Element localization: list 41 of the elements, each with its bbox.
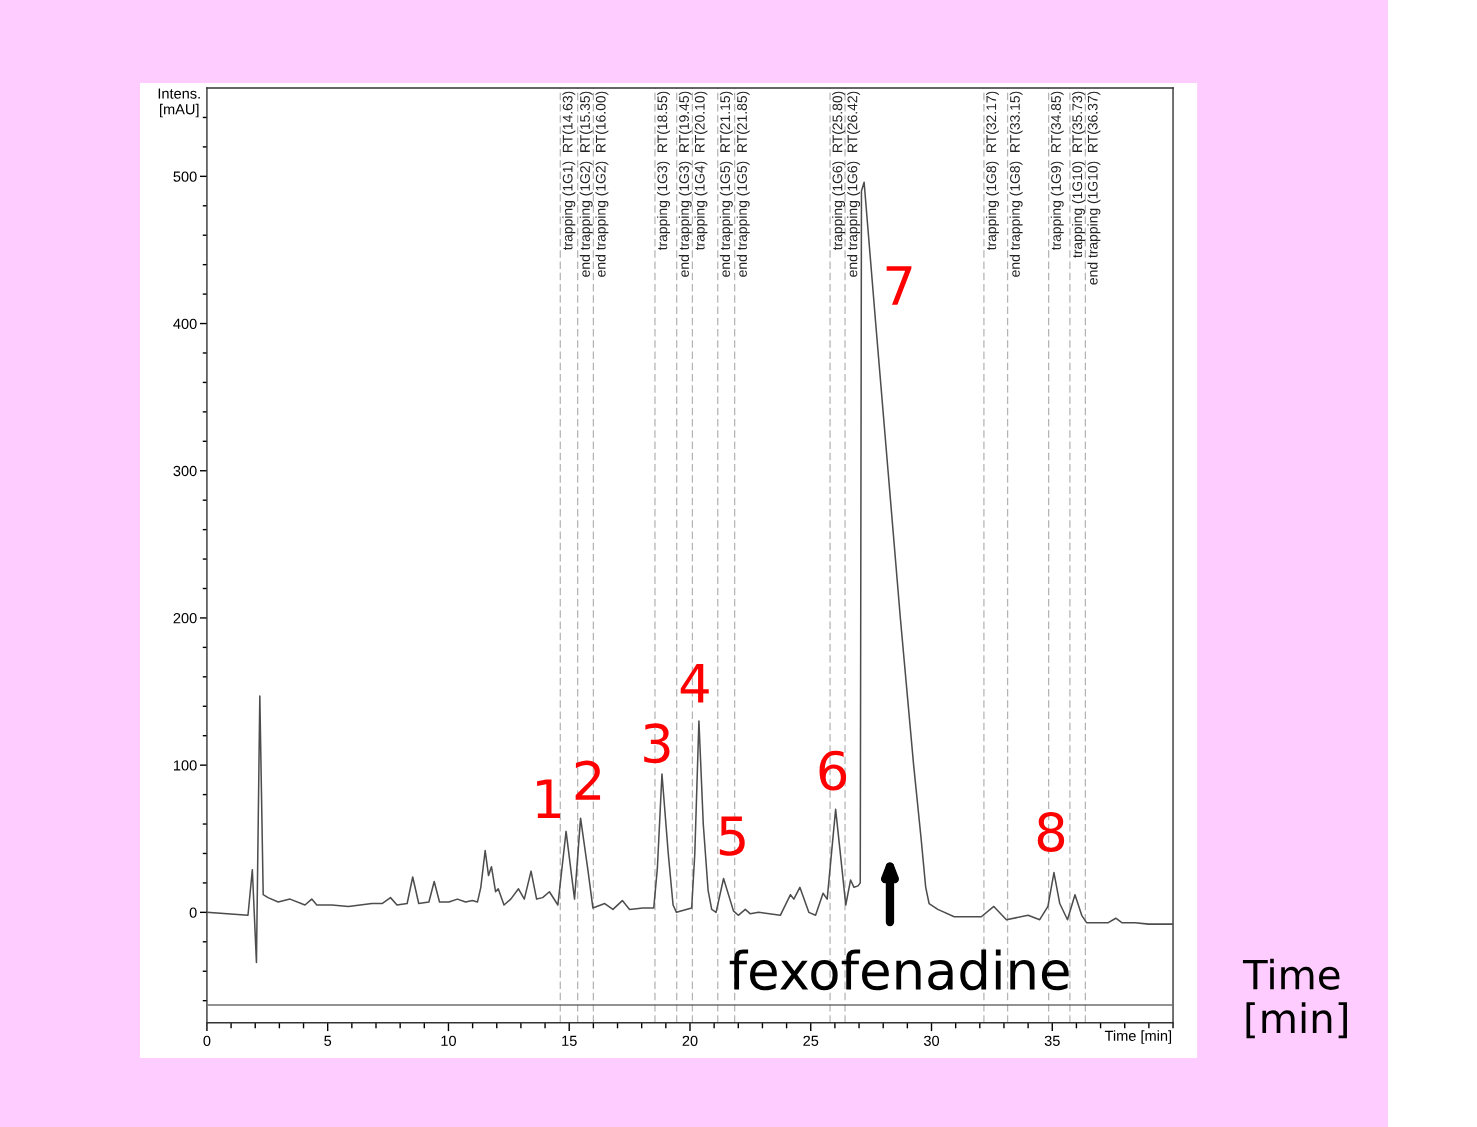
y-tick-label: 300	[173, 465, 197, 477]
ref-line-label: trapping (1G10) RT(35.73)	[1071, 91, 1085, 258]
x-tick-label: 0	[203, 1035, 211, 1046]
annotation: 1	[537, 779, 560, 818]
x-tick-label: 10	[441, 1035, 456, 1046]
ref-line-label: end trapping (1G6) RT(26.42)	[847, 91, 861, 277]
annotation: 8	[1037, 812, 1065, 852]
ref-line-label: trapping (1G8) RT(32.17)	[986, 91, 999, 251]
ref-line-label: trapping (1G1) RT(14.63)	[562, 91, 576, 251]
y-axis-title: Intens. [mAU]	[158, 88, 200, 118]
ref-line-label: end trapping (1G2) RT(16.00)	[595, 91, 609, 277]
annotation: 5	[719, 816, 745, 856]
ref-line-label: end trapping (1G2) RT(15.35)	[579, 91, 593, 277]
ref-line-label: end trapping (1G8) RT(33.15)	[1009, 91, 1023, 277]
x-axis-title: Time [min]	[1104, 1030, 1172, 1044]
x-tick-label: 20	[682, 1035, 698, 1046]
text: Time [min]	[1242, 958, 1347, 1039]
annotation: fexofenadine	[729, 949, 1069, 991]
x-tick-label: 25	[803, 1035, 819, 1046]
annotation: 2	[575, 760, 601, 800]
y-tick-label: 200	[173, 613, 197, 624]
y-tick-label: 500	[173, 171, 197, 182]
y-tick-label: 400	[173, 318, 197, 329]
annotation: 4	[680, 664, 709, 703]
annotation: 3	[644, 723, 670, 764]
annotation: 6	[819, 750, 847, 791]
x-tick-label: 30	[923, 1035, 940, 1046]
ref-line-label: end trapping (1G3) RT(19.45)	[678, 91, 692, 277]
y-tick-label: 0	[189, 907, 197, 918]
y-tick-label: 100	[173, 760, 197, 771]
ref-line-label: end trapping (1G5) RT(21.15)	[719, 91, 733, 277]
annotation: 7	[886, 266, 912, 305]
ref-line-label: trapping (1G4) RT(20.10)	[694, 91, 708, 251]
x-tick-label: 15	[562, 1035, 577, 1046]
ref-line-label: trapping (1G3) RT(18.55)	[657, 91, 670, 251]
x-tick-label: 35	[1044, 1035, 1060, 1046]
x-tick-label: 5	[324, 1035, 332, 1046]
ref-line-label: trapping (1G6) RT(25.80)	[832, 91, 846, 251]
ref-line-label: end trapping (1G10) RT(36.37)	[1087, 91, 1101, 285]
ref-line-label: end trapping (1G5) RT(21.85)	[736, 91, 750, 277]
ref-line-label: trapping (1G9) RT(34.85)	[1050, 91, 1064, 251]
